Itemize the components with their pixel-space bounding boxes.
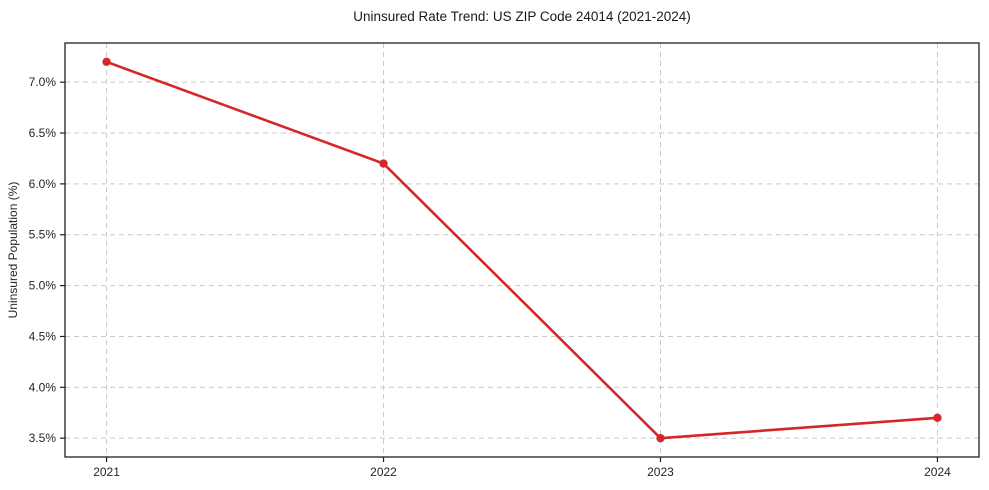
data-series	[102, 57, 942, 443]
x-tick-label: 2024	[924, 465, 951, 479]
y-tick-label: 5.0%	[29, 279, 57, 293]
data-point-marker	[656, 433, 665, 443]
plot-border	[64, 42, 980, 458]
gridlines	[65, 43, 979, 457]
y-tick-label: 7.0%	[29, 75, 57, 89]
x-tick-label: 2023	[647, 465, 674, 479]
y-tick-label: 3.5%	[29, 431, 57, 445]
y-tick-label: 4.5%	[29, 329, 57, 343]
x-tick-label: 2021	[93, 465, 120, 479]
chart-title: Uninsured Rate Trend: US ZIP Code 24014 …	[353, 9, 691, 24]
y-tick-label: 6.5%	[29, 126, 57, 140]
y-tick-label: 4.0%	[29, 380, 57, 394]
trend-line	[105, 60, 939, 440]
tick-labels: 3.5% 4.0% 4.5% 5.0% 5.5% 6.0% 6.5% 7.0% 2021 2022…	[29, 75, 951, 479]
axes-spines	[64, 42, 980, 458]
y-tick-label: 5.5%	[29, 228, 57, 242]
y-tick-label: 6.0%	[29, 177, 57, 191]
data-point-marker	[933, 413, 942, 423]
x-tick-label: 2022	[370, 465, 397, 479]
data-point-marker	[102, 57, 111, 67]
axis-ticks	[60, 81, 939, 462]
data-point-marker	[379, 159, 388, 168]
